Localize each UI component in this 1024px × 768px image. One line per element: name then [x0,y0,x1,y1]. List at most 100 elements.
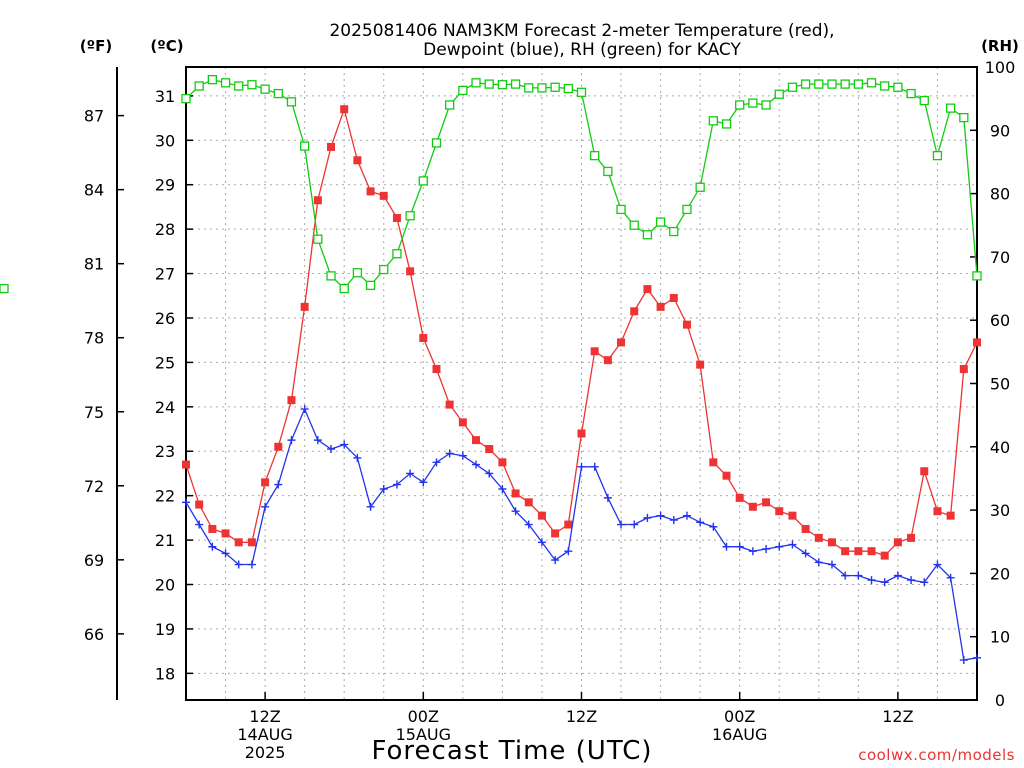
dewpoint-point [709,522,718,531]
rh-point [220,78,231,88]
celsius-tick-label: 30 [155,131,175,150]
rh-tick-label: 80 [990,185,1010,204]
rh-point [365,280,376,291]
chart-axes [116,66,978,701]
dewpoint-point [775,542,784,551]
dewpoint-point [603,493,612,502]
temperature-point [696,360,705,369]
rh-point [893,82,903,92]
temperature-point [933,507,942,516]
x-tick-label: 2025 [245,743,286,762]
celsius-tick-label: 31 [155,87,175,106]
temperature-point [709,458,718,467]
rh-point [471,78,481,88]
rh-point [959,112,969,123]
chart-title-line-2: Dewpoint (blue), RH (green) for KACY [423,40,741,60]
rh-point [972,271,982,281]
celsius-tick-label: 25 [155,353,175,372]
temperature-point [247,538,256,547]
rh-point [853,79,863,89]
rh-point [405,211,415,221]
temperature-point [643,285,652,294]
rh-tick-label: 70 [990,248,1010,267]
axis-ticks: 18 19 20 21 22 23 24 25 26 27 28 29 30 31 66 69 72 75 78 81… [84,58,1015,762]
rh-point [0,283,9,294]
temperature-point [827,538,836,547]
temperature-point [959,365,968,374]
rh-tick-label: 90 [990,121,1010,140]
temperature-point [537,511,546,520]
rh-point [761,100,771,110]
temperature-point [564,520,573,529]
temperature-point [445,400,454,409]
rh-tick-label: 10 [990,628,1010,647]
x-tick-label: 12Z [249,707,280,726]
rh-point [431,138,442,148]
dewpoint-point [854,571,863,580]
temperature-point [630,307,639,316]
celsius-tick-label: 27 [155,265,175,284]
dewpoint-point [445,449,454,458]
x-tick-label: 16AUG [712,725,767,744]
rh-point [590,150,600,161]
temperature-point [261,478,270,487]
temperature-point [498,458,507,467]
dewpoint-point [564,547,573,556]
dewpoint-point [656,511,665,520]
temperature-point [722,471,731,480]
rh-point [207,75,218,85]
dewpoint-point [472,460,481,469]
rh-point [339,283,349,294]
rh-point [326,271,336,281]
dewpoint-point [946,573,955,582]
dewpoint-point [247,560,256,569]
temperature-point [669,293,678,302]
rh-point [576,87,587,97]
rh-point [682,204,692,215]
dewpoint-point [617,520,626,529]
temperature-point [788,511,797,520]
celsius-unit-label: (ºC) [150,37,183,55]
dewpoint-point [590,462,599,471]
rh-point [458,85,468,96]
rh-point [787,82,798,92]
rh-point [735,100,745,110]
temperature-point [195,500,204,509]
dewpoint-point [920,578,929,587]
temperature-point [313,196,322,205]
celsius-tick-label: 28 [155,220,175,239]
rh-point [629,220,639,230]
dewpoint-point [221,549,230,558]
dewpoint-point [814,558,823,567]
chart-title-line-1: 2025081406 NAM3KM Forecast 2-meter Tempe… [329,21,834,41]
temperature-point [419,333,428,342]
dewpoint-point [379,485,388,493]
dewpoint-point [195,520,204,529]
temperature-point [458,418,467,427]
temperature-point [775,507,784,516]
dewpoint-point [801,549,810,558]
dewpoint-point [287,436,296,445]
temperature-point [353,156,362,165]
rh-tick-label: 40 [990,438,1010,457]
rh-point [445,100,455,110]
dewpoint-point [274,480,283,489]
rh-point [273,88,283,99]
temperature-point [748,502,757,511]
celsius-tick-label: 20 [155,576,175,595]
celsius-tick-label: 26 [155,309,175,328]
rh-tick-label: 0 [995,691,1005,710]
temperature-point [656,302,665,311]
temperature-point [472,436,481,445]
temperature-point [274,442,283,451]
temperature-point [682,320,691,329]
temperature-point [221,529,230,538]
dewpoint-point [537,538,546,547]
x-tick-label: 12Z [882,707,913,726]
rh-point [827,79,837,89]
temperature-point [867,547,876,556]
temperature-point [234,538,243,547]
dewpoint-point [748,547,757,556]
rh-point [194,81,204,91]
temperature-point [617,338,626,347]
